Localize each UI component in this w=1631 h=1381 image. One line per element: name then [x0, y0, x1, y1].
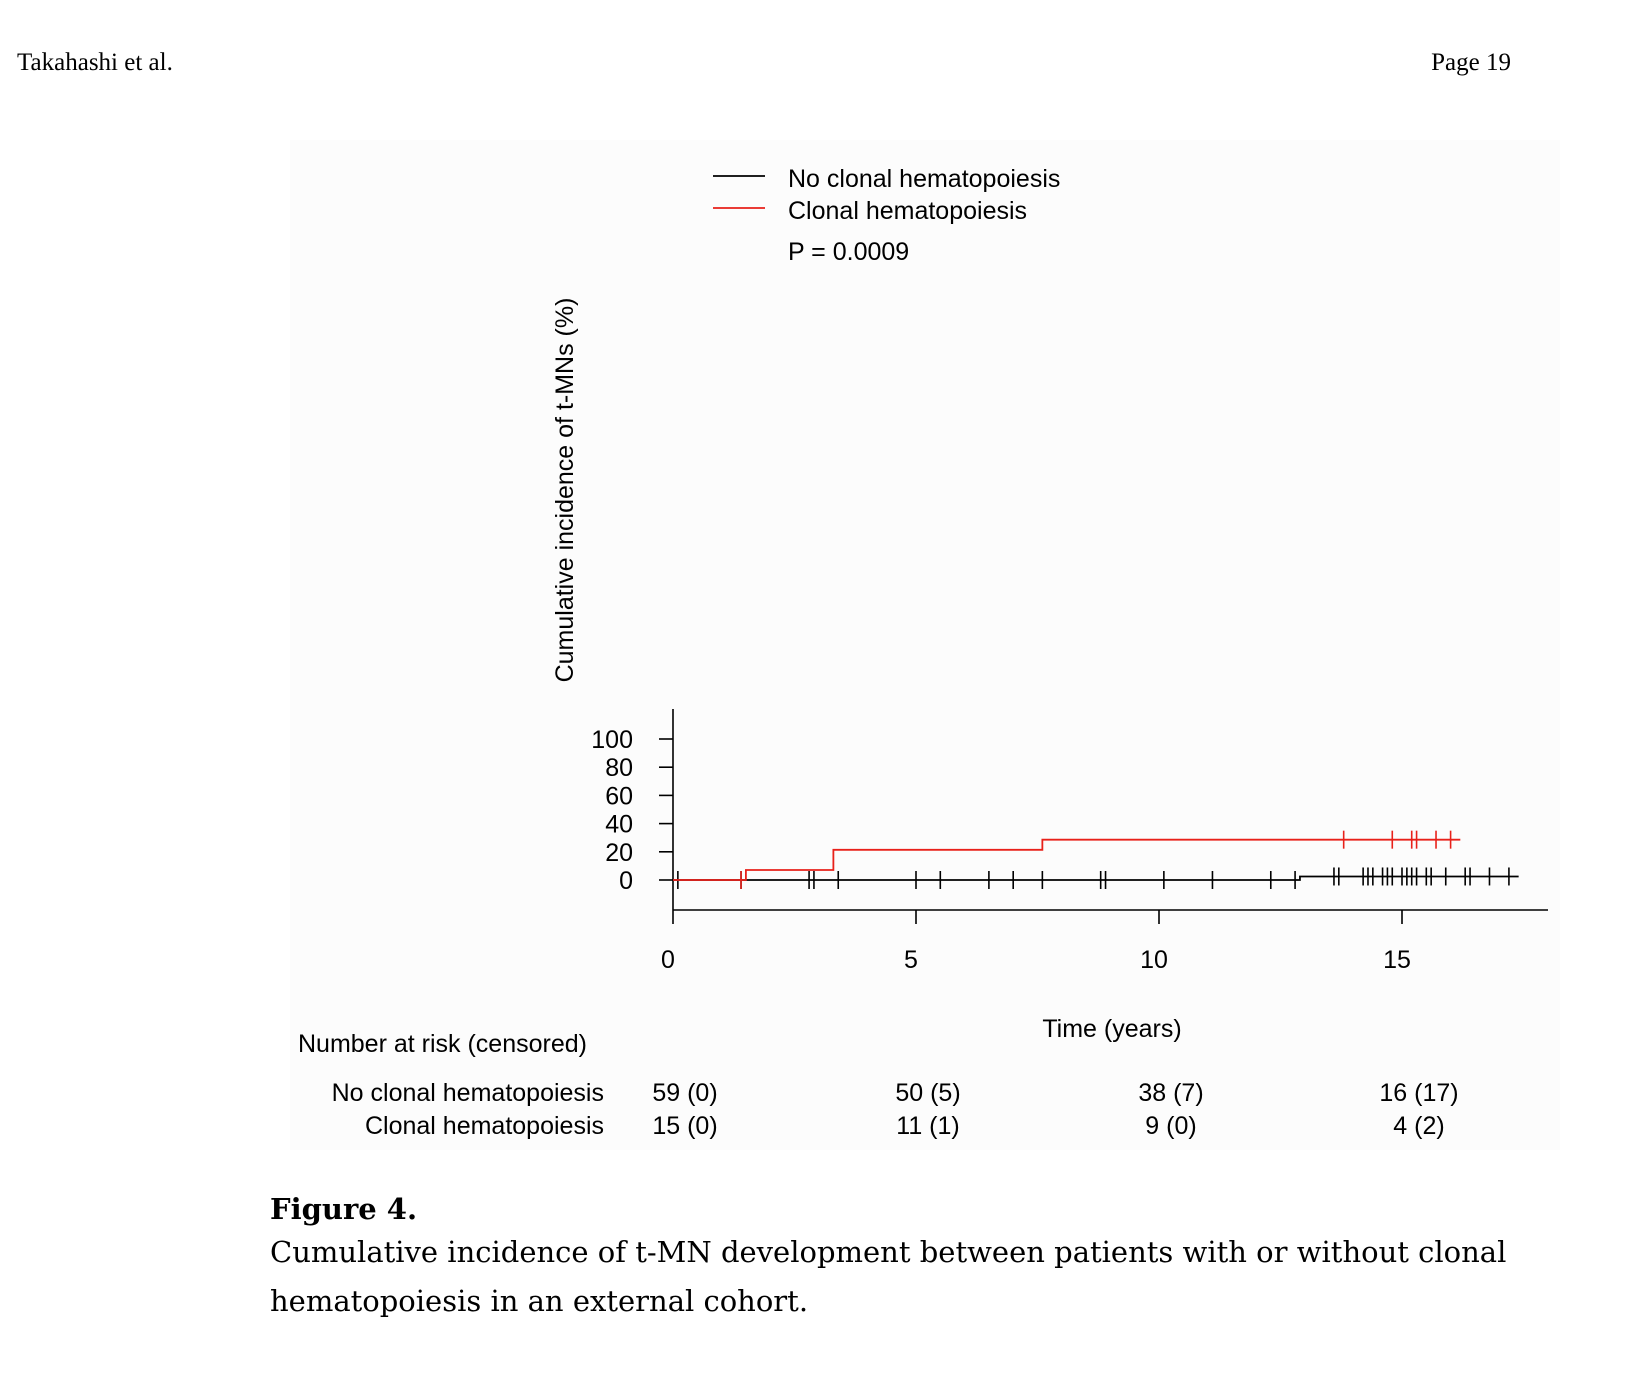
p-value-label: P = 0.0009 [788, 238, 909, 266]
risk-cell: 16 (17) [1379, 1079, 1458, 1107]
x-tick-label: 10 [1140, 946, 1168, 974]
x-tick-label: 5 [904, 946, 918, 974]
x-tick-label: 15 [1383, 946, 1411, 974]
risk-cell: 38 (7) [1138, 1079, 1203, 1107]
risk-row-label: Clonal hematopoiesis [365, 1112, 604, 1140]
y-tick-label: 60 [605, 782, 633, 810]
legend-label: No clonal hematopoiesis [788, 165, 1060, 193]
risk-table: Number at risk (censored) No clonal hemat… [298, 1030, 1459, 1140]
y-tick-label: 20 [605, 839, 633, 867]
legend-label: Clonal hematopoiesis [788, 197, 1027, 225]
risk-cell: 50 (5) [895, 1079, 960, 1107]
y-axis-label: Cumulative incidence of t-MNs (%) [551, 298, 579, 683]
x-axis-label: Time (years) [1042, 1015, 1181, 1043]
risk-table-title: Number at risk (censored) [298, 1030, 587, 1058]
risk-cell: 11 (1) [896, 1112, 959, 1140]
y-tick-label: 0 [619, 867, 633, 895]
y-tick-label: 40 [605, 811, 633, 839]
figure-panel [290, 140, 1560, 1150]
page-number: Page 19 [1431, 49, 1511, 76]
series-layer [673, 830, 1519, 889]
y-tick-label: 100 [591, 726, 633, 754]
risk-cell: 4 (2) [1393, 1112, 1444, 1140]
caption-text: Cumulative incidence of t-MN development… [270, 1235, 1507, 1318]
y-tick-label: 80 [605, 754, 633, 782]
caption-label: Figure 4. [270, 1192, 418, 1226]
legend: No clonal hematopoiesis Clonal hematopoie… [713, 165, 1060, 266]
x-tick-label: 0 [661, 946, 675, 974]
risk-cell: 15 (0) [652, 1112, 717, 1140]
running-header-author: Takahashi et al. [17, 49, 173, 76]
series-no-ch-line [673, 875, 1519, 881]
risk-row-label: No clonal hematopoiesis [332, 1079, 604, 1107]
series-ch-line [673, 838, 1461, 881]
risk-cell: 59 (0) [652, 1079, 717, 1107]
risk-cell: 9 (0) [1145, 1112, 1196, 1140]
figure-caption: Figure 4. Cumulative incidence of t-MN d… [270, 1190, 1520, 1326]
